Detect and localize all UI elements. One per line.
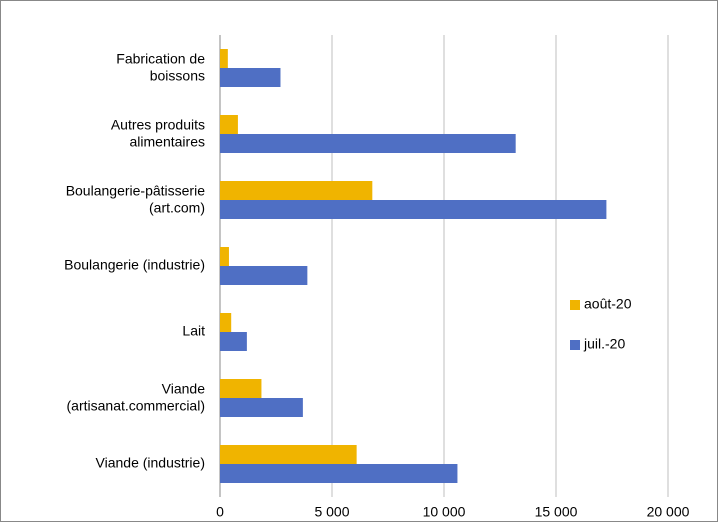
y-tick-label: Autres produits alimentaires <box>111 116 205 149</box>
legend-swatch <box>570 340 580 350</box>
legend-swatch <box>570 300 580 310</box>
bar <box>220 49 228 68</box>
legend-label: juil.-20 <box>583 336 625 352</box>
x-tick-label: 10 000 <box>423 504 466 520</box>
legend-label: août-20 <box>584 296 632 312</box>
x-tick-label: 20 000 <box>647 504 690 520</box>
bar <box>220 181 373 200</box>
bar <box>220 398 303 417</box>
bar <box>220 247 229 266</box>
y-tick-label: Lait <box>182 323 205 339</box>
x-tick-label: 15 000 <box>535 504 578 520</box>
bar <box>220 200 607 219</box>
y-tick-label: Boulangerie (industrie) <box>64 257 205 273</box>
bar <box>220 313 232 332</box>
bar <box>220 115 238 134</box>
bar <box>220 379 262 398</box>
bar <box>220 464 458 483</box>
bar <box>220 68 281 87</box>
bar <box>220 266 308 285</box>
y-tick-label: Viande (artisanat.commercial) <box>67 380 206 413</box>
x-tick-label: 5 000 <box>314 504 349 520</box>
y-tick-label: Fabrication de boissons <box>116 50 205 83</box>
y-tick-label: Viande (industrie) <box>96 455 205 471</box>
bar <box>220 134 516 153</box>
y-tick-label: Boulangerie-pâtisserie (art.com) <box>66 182 206 215</box>
bar <box>220 445 357 464</box>
bar <box>220 332 247 351</box>
x-tick-label: 0 <box>216 504 224 520</box>
